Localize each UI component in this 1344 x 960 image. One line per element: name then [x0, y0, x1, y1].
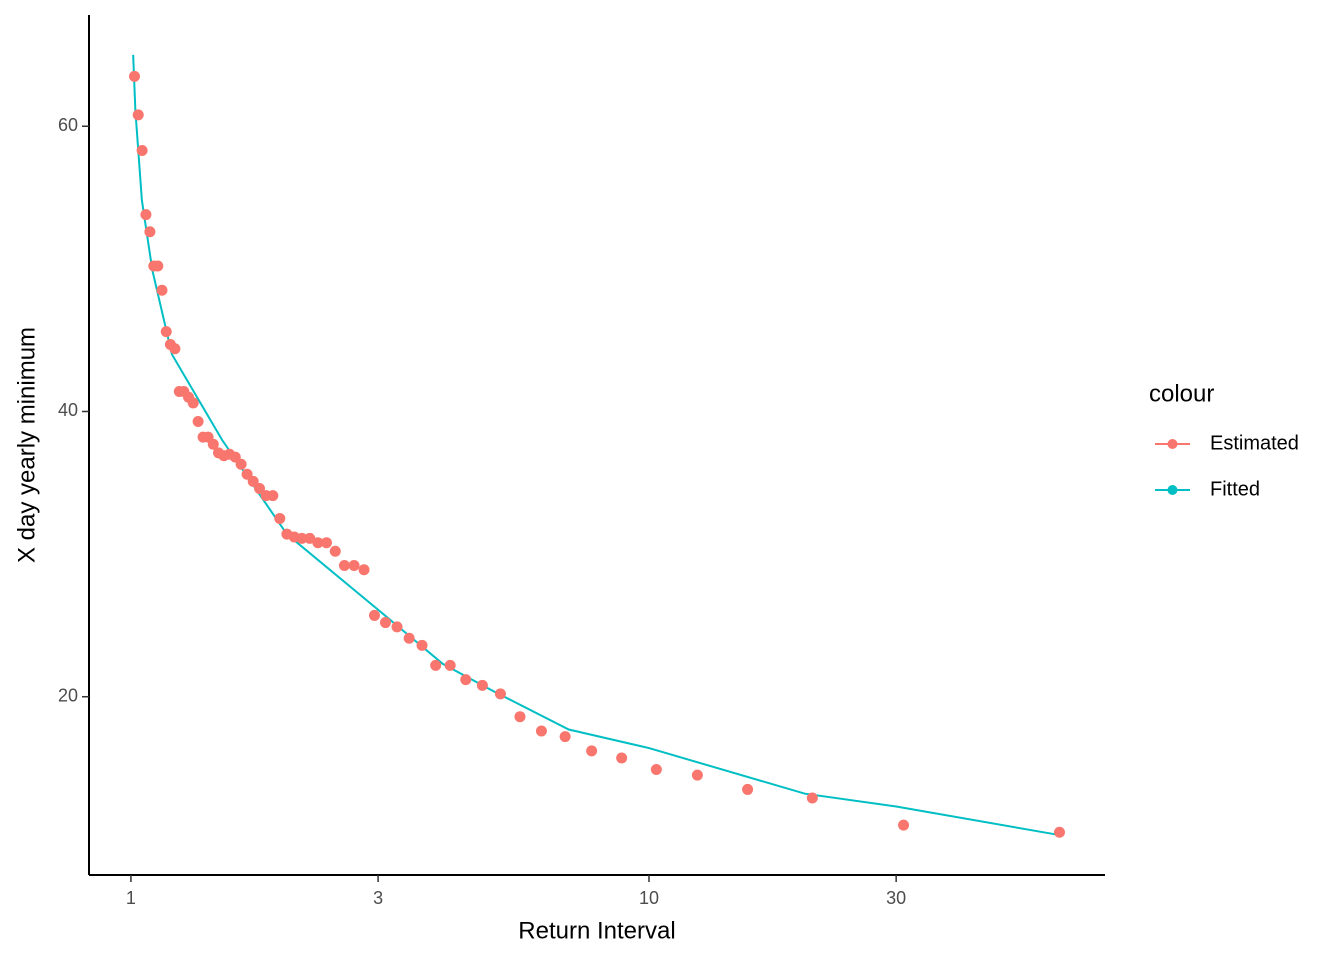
data-point: [691, 769, 703, 781]
data-point: [460, 674, 472, 686]
data-point: [806, 792, 818, 804]
y-tick-label: 20: [58, 685, 78, 705]
data-point: [152, 260, 164, 272]
legend-key-point: [1167, 439, 1178, 449]
data-point: [348, 560, 360, 572]
data-point: [586, 745, 598, 757]
data-point: [304, 532, 316, 544]
x-axis-title: Return Interval: [518, 917, 675, 944]
data-point: [403, 632, 415, 644]
data-point: [247, 475, 259, 487]
y-tick-label: 60: [58, 115, 78, 135]
data-point: [742, 783, 754, 795]
data-point: [559, 731, 571, 743]
data-point: [368, 609, 380, 621]
x-tick-label: 30: [886, 888, 906, 908]
data-point: [267, 490, 279, 502]
data-point: [379, 617, 391, 629]
data-point: [241, 468, 253, 480]
data-point: [329, 545, 341, 557]
data-point: [192, 415, 204, 427]
data-point: [160, 326, 172, 338]
data-point: [296, 532, 308, 544]
data-point: [320, 537, 332, 549]
data-point: [132, 109, 144, 121]
data-point: [187, 397, 199, 409]
data-point: [144, 226, 156, 238]
data-point: [391, 621, 403, 633]
data-point: [535, 725, 547, 737]
data-point: [156, 284, 168, 296]
data-point: [430, 659, 442, 671]
data-point: [358, 564, 370, 576]
data-point: [444, 659, 456, 671]
data-point: [514, 711, 526, 723]
x-tick-label: 10: [639, 888, 659, 908]
y-tick-label: 40: [58, 400, 78, 420]
data-point: [476, 679, 488, 691]
data-point: [128, 70, 140, 82]
legend-label: Fitted: [1210, 478, 1260, 500]
data-point: [207, 438, 219, 450]
data-point: [254, 482, 266, 494]
legend-key-point: [1167, 485, 1178, 495]
x-tick-label: 3: [373, 888, 383, 908]
legend-label: Estimated: [1210, 432, 1299, 454]
legend-title: colour: [1149, 380, 1214, 407]
data-point: [494, 688, 506, 700]
data-point: [140, 209, 152, 221]
fitted-line: [132, 54, 1060, 837]
data-point: [416, 639, 428, 651]
data-point: [338, 560, 350, 572]
y-axis-title: X day yearly minimum: [13, 327, 40, 563]
x-tick-label: 1: [126, 888, 136, 908]
data-point: [650, 763, 662, 775]
data-point: [274, 512, 286, 524]
data-point: [1053, 826, 1065, 838]
data-point: [312, 537, 324, 549]
data-point: [898, 819, 910, 831]
data-point: [169, 343, 181, 355]
data-point: [136, 144, 148, 156]
data-point: [616, 752, 628, 764]
data-point: [235, 458, 247, 470]
